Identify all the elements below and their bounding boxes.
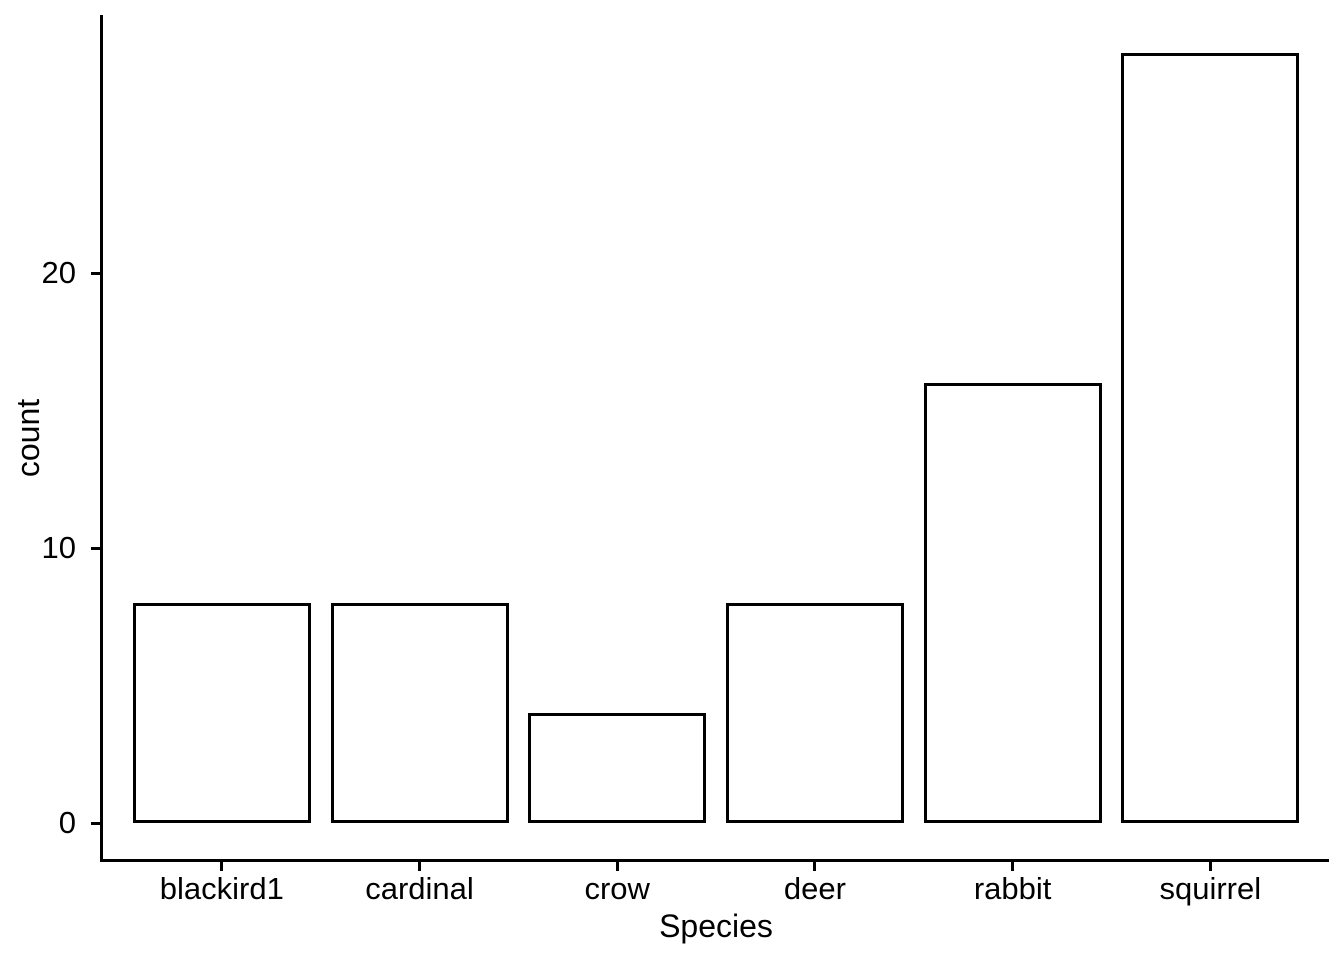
bar-squirrel [1121,53,1300,823]
y-tick-mark [91,546,100,550]
x-tick-label: crow [584,871,650,906]
x-tick-label: rabbit [973,871,1052,906]
x-axis-title: Species [659,908,773,944]
y-tick-label: 10 [41,530,76,565]
bar-blackird1 [132,603,311,823]
x-tick-label: deer [783,871,846,906]
y-axis-line [100,15,103,862]
y-axis-title: count [10,398,46,478]
bar-crow [528,713,707,823]
x-tick-label: squirrel [1159,871,1262,906]
x-tick-mark [1011,862,1015,871]
y-tick-label: 20 [41,255,76,290]
x-tick-mark [615,862,619,871]
bar-cardinal [330,603,509,823]
bar-rabbit [923,383,1102,823]
x-tick-mark [1208,862,1212,871]
bar-deer [725,603,904,823]
x-tick-mark [418,862,421,871]
x-tick-label: blackird1 [159,871,284,906]
x-tick-label: cardinal [365,871,474,906]
y-tick-mark [91,821,100,825]
x-tick-mark [220,862,224,871]
x-tick-mark [813,862,817,871]
x-axis-line [100,859,1329,862]
y-tick-label: 0 [58,805,76,840]
y-tick-mark [91,271,100,275]
